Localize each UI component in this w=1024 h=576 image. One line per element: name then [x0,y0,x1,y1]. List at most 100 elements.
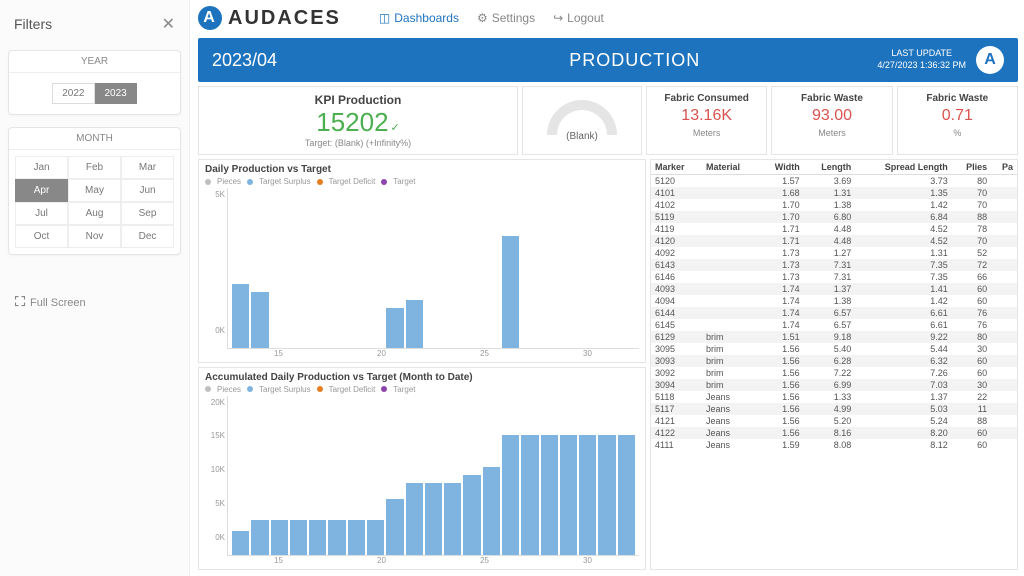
table-row[interactable]: 3095brim1.565.405.4430 [651,343,1017,355]
month-jul[interactable]: Jul [15,202,68,225]
close-icon[interactable]: ✕ [162,14,175,34]
month-jun[interactable]: Jun [121,179,174,202]
chart2-legend: PiecesTarget SurplusTarget DeficitTarget [205,385,639,394]
table-row[interactable]: 61451.746.576.6176 [651,319,1017,331]
month-jan[interactable]: Jan [15,156,68,179]
table-row[interactable]: 41191.714.484.5278 [651,223,1017,235]
table-row[interactable]: 3094brim1.566.997.0330 [651,379,1017,391]
table-row[interactable]: 5118Jeans1.561.331.3722 [651,391,1017,403]
table-row[interactable]: 3093brim1.566.286.3260 [651,355,1017,367]
table-row[interactable]: 61431.737.317.3572 [651,259,1017,271]
chart-bar [271,520,288,555]
table-row[interactable]: 51191.706.806.8488 [651,211,1017,223]
table-row[interactable]: 5117Jeans1.564.995.0311 [651,403,1017,415]
table-header[interactable]: Width [759,160,804,175]
chart-bar [579,435,596,555]
kpi-production-card: KPI Production 15202 Target: (Blank) (+I… [198,86,518,155]
chart-bar [251,292,268,348]
fullscreen-label: Full Screen [30,297,86,309]
chart-bar [348,520,365,555]
table-row[interactable]: 4122Jeans1.568.168.2060 [651,427,1017,439]
chart-bar [367,520,384,555]
table-header[interactable]: Material [702,160,759,175]
chart-bar [386,499,403,555]
table-header[interactable]: Spread Length [855,160,951,175]
table-row[interactable]: 51201.573.693.7380 [651,175,1017,188]
month-nov[interactable]: Nov [68,225,121,248]
gauge-card: (Blank) [522,86,642,155]
gauge-arc-icon [547,100,617,135]
header-logo-icon: A [976,46,1004,74]
table-row[interactable]: 41201.714.484.5270 [651,235,1017,247]
daily-chart-card: Daily Production vs Target PiecesTarget … [198,159,646,363]
chart-bar [521,435,538,555]
chart-bar [328,520,345,555]
nav-logout[interactable]: ↪ Logout [553,11,604,25]
table-row[interactable]: 40931.741.371.4160 [651,283,1017,295]
year-filter-card: YEAR 20222023 [8,50,181,115]
filters-sidebar: Filters ✕ YEAR 20222023 MONTH JanFebMarA… [0,0,190,576]
kpi-title: KPI Production [205,93,511,107]
fullscreen-button[interactable]: Full Screen [8,295,181,310]
month-dec[interactable]: Dec [121,225,174,248]
table-row[interactable]: 61461.737.317.3566 [651,271,1017,283]
year-2023[interactable]: 2023 [95,83,137,104]
nav-dashboards[interactable]: ◫ Dashboards [379,11,459,25]
month-apr[interactable]: Apr [15,179,68,202]
header-title: PRODUCTION [392,50,877,71]
month-filter-card: MONTH JanFebMar AprMayJun JulAugSep OctNovD… [8,127,181,255]
month-aug[interactable]: Aug [68,202,121,225]
table-row[interactable]: 61441.746.576.6176 [651,307,1017,319]
month-feb[interactable]: Feb [68,156,121,179]
table-row[interactable]: 41021.701.381.4270 [651,199,1017,211]
table-row[interactable]: 40941.741.381.4260 [651,295,1017,307]
table-row[interactable]: 4111Jeans1.598.088.1260 [651,439,1017,451]
brand-logo-icon: A [198,6,222,30]
kpi-card: Fabric Waste93.00Meters [771,86,892,155]
month-mar[interactable]: Mar [121,156,174,179]
kpi-sub: Target: (Blank) (+Infinity%) [205,138,511,148]
month-label: MONTH [9,128,180,150]
accum-chart-card: Accumulated Daily Production vs Target (… [198,367,646,571]
chart2-title: Accumulated Daily Production vs Target (… [205,372,639,383]
year-label: YEAR [9,51,180,73]
table-row[interactable]: 3092brim1.567.227.2660 [651,367,1017,379]
table-header[interactable]: Length [804,160,856,175]
gear-icon: ⚙ [477,11,488,25]
chart-bar [502,236,519,348]
header-period: 2023/04 [212,50,392,71]
dashboard-icon: ◫ [379,11,390,25]
chart-bar [541,435,558,555]
chart-bar [290,520,307,555]
table-header[interactable]: Marker [651,160,702,175]
fullscreen-icon [14,295,26,310]
logout-icon: ↪ [553,11,563,25]
table-row[interactable]: 40921.731.271.3152 [651,247,1017,259]
kpi-card: Fabric Waste0.71% [897,86,1018,155]
brand-text: AUDACES [228,7,341,30]
table-row[interactable]: 41011.681.311.3570 [651,187,1017,199]
last-update-label: LAST UPDATE [877,48,966,60]
chart-bar [618,435,635,555]
month-may[interactable]: May [68,179,121,202]
brand: A AUDACES [198,6,341,30]
chart-bar [560,435,577,555]
nav-settings[interactable]: ⚙ Settings [477,11,535,25]
marker-table[interactable]: MarkerMaterialWidthLengthSpread LengthPl… [650,159,1018,570]
table-row[interactable]: 6129brim1.519.189.2280 [651,331,1017,343]
month-oct[interactable]: Oct [15,225,68,248]
year-2022[interactable]: 2022 [52,83,94,104]
kpi-value: 15202 [205,107,511,138]
chart-bar [444,483,461,555]
table-row[interactable]: 4121Jeans1.565.205.2488 [651,415,1017,427]
table-header[interactable]: Pa [991,160,1017,175]
chart-bar [251,520,268,555]
month-sep[interactable]: Sep [121,202,174,225]
chart-bar [232,531,249,555]
chart-bar [406,483,423,555]
table-header[interactable]: Plies [952,160,991,175]
chart-bar [386,308,403,348]
chart-bar [232,284,249,348]
chart-bar [309,520,326,555]
top-nav: A AUDACES ◫ Dashboards ⚙ Settings ↪ Logo… [198,6,1018,30]
